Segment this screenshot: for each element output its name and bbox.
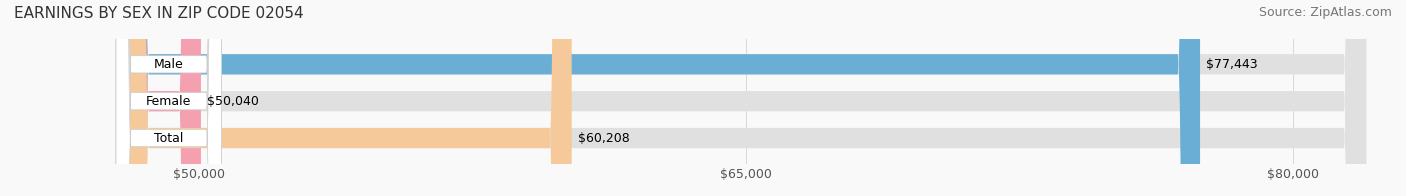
FancyBboxPatch shape xyxy=(117,0,221,196)
FancyBboxPatch shape xyxy=(127,0,201,196)
FancyBboxPatch shape xyxy=(127,0,572,196)
Text: Female: Female xyxy=(146,95,191,108)
Text: $60,208: $60,208 xyxy=(578,132,630,144)
Text: $50,040: $50,040 xyxy=(207,95,259,108)
Text: Male: Male xyxy=(153,58,184,71)
Text: Total: Total xyxy=(155,132,183,144)
FancyBboxPatch shape xyxy=(127,0,1367,196)
FancyBboxPatch shape xyxy=(127,0,1367,196)
FancyBboxPatch shape xyxy=(127,0,1367,196)
Text: Source: ZipAtlas.com: Source: ZipAtlas.com xyxy=(1258,6,1392,19)
FancyBboxPatch shape xyxy=(127,0,1201,196)
Text: EARNINGS BY SEX IN ZIP CODE 02054: EARNINGS BY SEX IN ZIP CODE 02054 xyxy=(14,6,304,21)
FancyBboxPatch shape xyxy=(117,0,221,196)
Text: $77,443: $77,443 xyxy=(1206,58,1258,71)
FancyBboxPatch shape xyxy=(117,0,221,196)
